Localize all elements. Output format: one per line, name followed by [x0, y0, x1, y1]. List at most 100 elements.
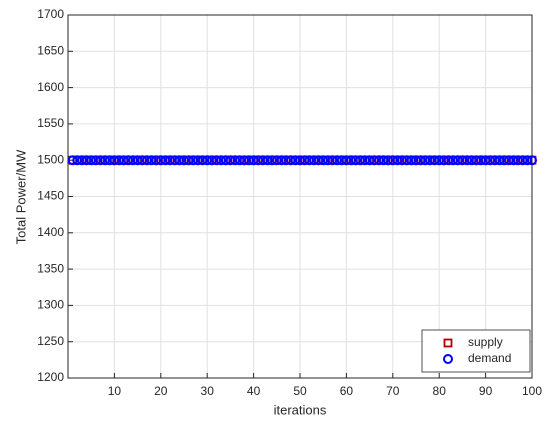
point: [383, 155, 394, 166]
point: [527, 155, 537, 166]
point: [406, 155, 417, 166]
point: [206, 155, 217, 166]
point: [95, 155, 106, 166]
point: [141, 155, 152, 166]
point: [378, 155, 389, 166]
point: [401, 155, 412, 166]
point: [387, 155, 398, 166]
point: [369, 155, 380, 166]
point: [81, 155, 92, 166]
x-tick-label: 80: [433, 384, 447, 398]
point: [72, 155, 83, 166]
x-tick-label: 50: [293, 384, 307, 398]
y-tick-label: 1450: [37, 189, 64, 203]
point: [322, 155, 333, 166]
point: [466, 155, 477, 166]
point: [480, 155, 491, 166]
x-tick-label: 60: [340, 384, 354, 398]
x-axis-label: iterations: [274, 402, 327, 417]
point: [183, 155, 194, 166]
point: [429, 155, 440, 166]
legend-label: demand: [468, 351, 511, 365]
point: [452, 155, 463, 166]
point: [123, 155, 134, 166]
x-tick-label: 20: [154, 384, 168, 398]
point: [457, 155, 468, 166]
y-tick-label: 1400: [37, 225, 64, 239]
x-tick-label: 30: [201, 384, 215, 398]
point: [220, 155, 231, 166]
point: [239, 155, 250, 166]
point: [332, 155, 343, 166]
point: [499, 155, 510, 166]
point: [462, 155, 473, 166]
x-tick-label: 70: [386, 384, 400, 398]
point: [151, 155, 162, 166]
point: [373, 155, 384, 166]
point: [188, 155, 199, 166]
point: [100, 155, 111, 166]
x-tick-label: 40: [247, 384, 261, 398]
point: [489, 155, 500, 166]
point: [281, 155, 292, 166]
point: [397, 155, 408, 166]
point: [434, 155, 445, 166]
legend-label: supply: [468, 335, 503, 349]
point: [230, 155, 241, 166]
y-tick-label: 1350: [37, 261, 64, 275]
y-tick-label: 1200: [37, 370, 64, 384]
point: [359, 155, 370, 166]
point: [276, 155, 287, 166]
point: [522, 155, 533, 166]
point: [346, 155, 357, 166]
point: [471, 155, 482, 166]
point: [67, 155, 78, 166]
x-tick-label: 10: [108, 384, 122, 398]
point: [234, 155, 245, 166]
point: [508, 155, 519, 166]
point: [336, 155, 347, 166]
point: [420, 155, 431, 166]
point: [438, 155, 449, 166]
point: [155, 155, 166, 166]
point: [253, 155, 264, 166]
x-tick-label: 100: [522, 384, 542, 398]
point: [211, 155, 222, 166]
point: [341, 155, 352, 166]
point: [424, 155, 435, 166]
point: [295, 155, 305, 166]
point: [262, 155, 273, 166]
y-axis-label: Total Power/MW: [13, 149, 28, 244]
point: [192, 155, 203, 166]
point: [165, 155, 176, 166]
point: [248, 155, 259, 166]
point: [225, 155, 236, 166]
point: [443, 155, 454, 166]
point: [415, 155, 426, 166]
point: [411, 155, 421, 166]
legend-box: [421, 329, 531, 373]
point: [364, 155, 375, 166]
point: [90, 155, 101, 166]
point: [160, 155, 171, 166]
point: [243, 155, 254, 166]
point: [313, 155, 324, 166]
point: [513, 155, 524, 166]
point: [197, 155, 208, 166]
axes-box: [67, 14, 533, 379]
y-tick-label: 1550: [37, 116, 64, 130]
point: [86, 155, 97, 166]
point: [494, 155, 505, 166]
point: [475, 155, 486, 166]
point: [448, 155, 459, 166]
point: [355, 155, 366, 166]
point: [216, 155, 227, 166]
point: [76, 155, 87, 166]
point: [503, 155, 514, 166]
point: [299, 155, 310, 166]
point: [114, 155, 125, 166]
y-tick-label: 1500: [37, 152, 64, 166]
y-tick-label: 1650: [37, 43, 64, 57]
point: [146, 155, 157, 166]
point: [304, 155, 315, 166]
